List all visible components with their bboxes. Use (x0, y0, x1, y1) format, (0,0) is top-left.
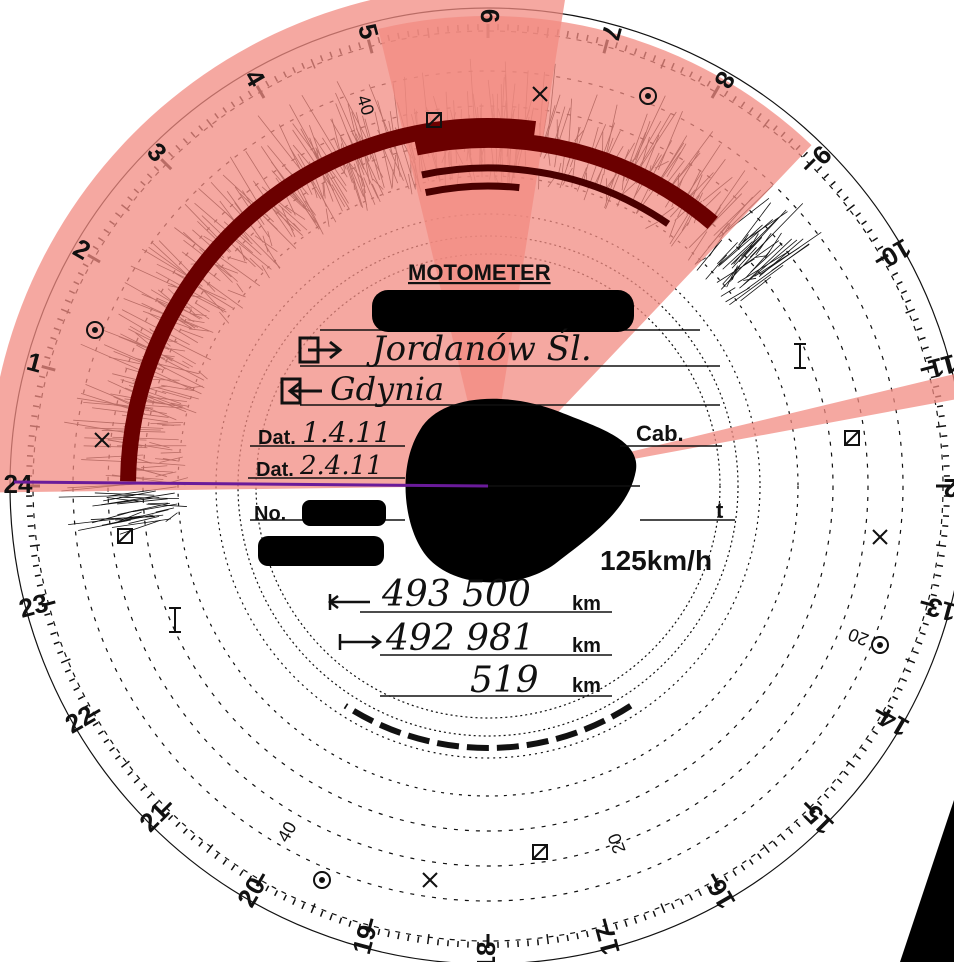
arrival-place: Gdynia (330, 370, 444, 408)
km-unit-start: km (572, 635, 601, 657)
minute-tick (408, 935, 409, 941)
hour-label: 6 (475, 9, 505, 23)
number-label: No. (254, 503, 286, 525)
odometer-end: 493 500 (381, 574, 531, 615)
redacted-driver-name (372, 290, 634, 332)
minute-tick (448, 940, 449, 946)
km-unit-end: km (572, 593, 601, 615)
minute-tick (528, 940, 529, 946)
minute-tick (941, 436, 947, 437)
minute-tick (28, 526, 34, 527)
minute-tick (418, 937, 419, 943)
minute-tick (538, 939, 539, 945)
hour-label: 24 (4, 469, 33, 499)
km-unit-distance: km (572, 675, 601, 697)
date-end-label: Dat. (256, 459, 294, 481)
date-start-label: Dat. (258, 427, 296, 449)
minute-tick (567, 935, 568, 941)
minute-tick (29, 536, 35, 537)
minute-tick (942, 446, 948, 447)
brand-logo: MOTOMETER (408, 260, 551, 285)
minute-tick (438, 939, 439, 945)
odometer-distance: 519 (470, 660, 539, 701)
minute-tick (31, 555, 37, 556)
tonnage-label: t (716, 498, 724, 523)
redacted-plate (258, 536, 384, 566)
date-start-value: 1.4.11 (302, 416, 391, 449)
odometer-start: 492 981 (385, 618, 535, 659)
max-speed: 125km/h (600, 545, 712, 576)
minute-tick (557, 937, 558, 943)
hour-label: 18 (471, 942, 501, 962)
departure-place: Jordanów Śl. (366, 328, 592, 369)
minute-tick (937, 406, 943, 407)
date-end-value: 2.4.11 (299, 451, 383, 481)
hour-label: 12 (944, 473, 954, 503)
minute-tick (937, 565, 943, 566)
minute-tick (939, 416, 945, 417)
minute-tick (941, 536, 947, 537)
minute-tick (939, 555, 945, 556)
cab-label: Cab. (636, 421, 684, 446)
minute-tick (33, 565, 39, 566)
minute-tick (942, 526, 948, 527)
redacted-number (302, 500, 386, 526)
